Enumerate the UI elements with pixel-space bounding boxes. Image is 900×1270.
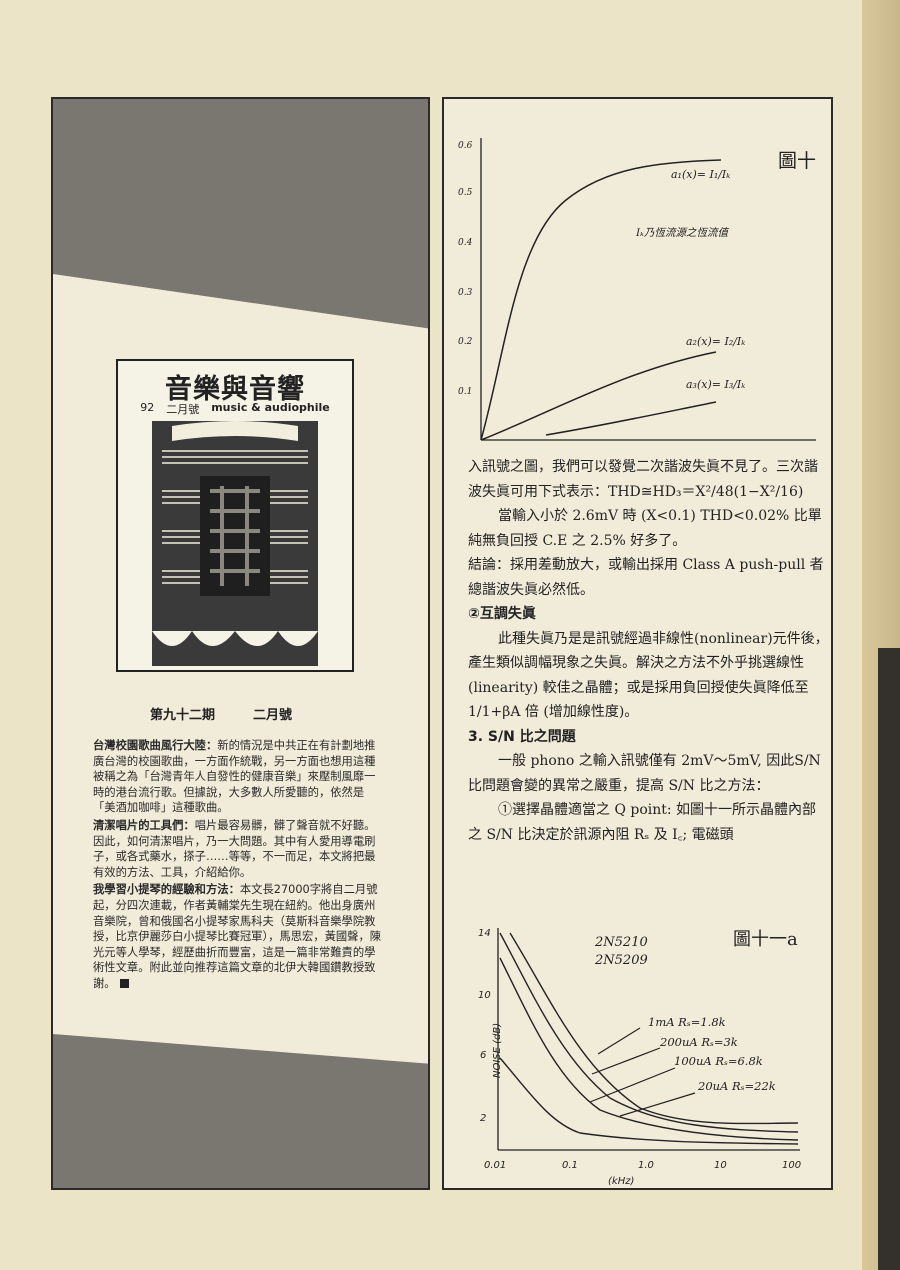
curve-label: 1mA Rₛ=1.8k: [648, 1015, 726, 1029]
cover-subtitle: 92 二月號 music & audiophile: [118, 401, 352, 417]
cover-issue-number: 92: [140, 401, 155, 414]
curve-label-a1: a₁(x)= I₁/Iₖ: [671, 168, 730, 181]
paragraph: 入訊號之圖，我們可以發覺二次諧波失眞不見了。三次諧波失眞可用下式表示：THD≅H…: [468, 459, 818, 500]
x-tick: 100: [782, 1160, 801, 1171]
highlight-text: 新的情況是中共正在有計劃地推廣台灣的校園歌曲，一方面作統戰，另一方面也想用這種被…: [93, 739, 376, 815]
curve-100ua: [509, 932, 799, 1125]
highlight-item: 我學習小提琴的經驗和方法：本文長27000字將自二月號起，分四次連載，作者黃輔棠…: [93, 882, 383, 991]
curve-label-a3: a₃(x)= I₃/Iₖ: [686, 378, 745, 391]
x-axis-label: (kHz): [608, 1176, 634, 1187]
y-axis-label: NOISE (dB): [492, 1023, 503, 1078]
y-tick: 2: [480, 1113, 486, 1124]
y-tick: 0.6: [458, 141, 473, 151]
figure-10-graph: 0.6 0.5 0.4 0.3 0.2 0.1 2 4 6 8 10 x→ a₁…: [458, 138, 816, 441]
curve-200ua: [499, 957, 799, 1141]
article-body: 入訊號之圖，我們可以發覺二次諧波失眞不見了。三次諧波失眞可用下式表示：THD≅H…: [468, 455, 830, 847]
article-panel: [442, 97, 833, 1190]
figure-11a-label: 圖十一a: [733, 929, 798, 950]
y-tick: 0.3: [458, 288, 473, 298]
arrow: [619, 1092, 696, 1117]
figure-11a-graph: 14 10 6 2 0.01 0.1 1.0 10 100 (kHz) NOIS…: [478, 928, 801, 1187]
arrow: [589, 1067, 676, 1103]
arrow: [591, 1047, 661, 1075]
curve-1ma: [499, 932, 799, 1133]
x-tick: 0.01: [484, 1160, 506, 1171]
highlight-heading: 台灣校園歌曲風行大陸：: [93, 739, 218, 752]
y-tick: 0.1: [458, 387, 472, 397]
curve-label: 200uA Rₛ=3k: [659, 1035, 738, 1049]
y-tick: 10: [478, 990, 491, 1001]
curve-label: 20uA Rₛ=22k: [697, 1079, 776, 1093]
y-tick: 0.5: [458, 188, 473, 198]
curve-a1: [480, 159, 722, 441]
highlight-text: 本文長27000字將自二月號起，分四次連載，作者黃輔棠先生現在紐約。他出身廣州音…: [93, 883, 382, 990]
highlight-heading: 我學習小提琴的經驗和方法：: [93, 883, 240, 897]
issue-month: 二月號: [253, 708, 293, 723]
highlight-text: 唱片最容易髒，髒了聲音就不好聽。因此，如何清潔唱片，乃一大問題。其中有人愛用導電…: [93, 818, 376, 879]
paragraph: 此種失眞乃是是訊號經過非線性(nonlinear)元件後，產生類似調幅現象之失眞…: [468, 630, 829, 721]
dark-edge-strip: [878, 648, 900, 1270]
magazine-cover: 音樂與音響 92 二月號 music & audiophile: [116, 359, 354, 672]
magazine-ad-panel: [51, 97, 430, 1190]
curve-a2: [480, 351, 717, 441]
issue-highlights: 台灣校園歌曲風行大陸：新的情況是中共正在有計劃地推廣台灣的校園歌曲，一方面作統戰…: [93, 738, 383, 994]
part-number: 2N5209: [594, 953, 648, 968]
paragraph: 一般 phono 之輸入訊號僅有 2mV～5mV, 因此S/N比問題會變的異常之…: [468, 753, 821, 794]
x-tick: 1.0: [638, 1160, 654, 1171]
y-tick: 0.2: [458, 337, 473, 347]
curve-20ua: [499, 1057, 799, 1145]
cover-title: 音樂與音響: [165, 374, 305, 405]
y-tick: 14: [478, 928, 491, 939]
paragraph: 結論：採用差動放大，或輸出採用 Class A push-pull 者總諧波失眞…: [468, 557, 824, 598]
issue-number: 第九十二期: [150, 708, 216, 723]
paragraph: 當輸入小於 2.6mV 時 (X<0.1) THD<0.02% 比單純無負回授 …: [468, 508, 822, 549]
figure-10-label: 圖十: [778, 150, 817, 172]
x-tick: 10: [714, 1160, 727, 1171]
curve-a3: [545, 401, 717, 436]
cover-english-title: music & audiophile: [211, 401, 330, 414]
y-tick: 6: [480, 1050, 486, 1061]
cover-month: 二月號: [166, 403, 200, 416]
highlight-heading: 清潔唱片的工具們：: [93, 818, 195, 832]
section-heading: 3. S/N 比之問題: [468, 728, 576, 745]
issue-line: 第九十二期 二月號: [150, 704, 380, 723]
curve-label: 100uA Rₛ=6.8k: [674, 1054, 763, 1068]
section-heading: ②互調失眞: [468, 606, 536, 622]
highlight-item: 清潔唱片的工具們：唱片最容易髒，髒了聲音就不好聽。因此，如何清潔唱片，乃一大問題…: [93, 818, 383, 880]
cover-artwork: [152, 421, 318, 666]
highlight-item: 台灣校園歌曲風行大陸：新的情況是中共正在有計劃地推廣台灣的校園歌曲，一方面作統戰…: [93, 738, 383, 816]
y-tick: 0.4: [458, 238, 473, 248]
end-mark-icon: [119, 979, 129, 989]
part-number: 2N5210: [594, 935, 648, 950]
figure-10-note: Iₖ乃恆流源之恆流值: [635, 227, 729, 239]
x-tick: 0.1: [562, 1160, 578, 1171]
curve-label-a2: a₂(x)= I₂/Iₖ: [686, 335, 745, 348]
arrow: [597, 1027, 641, 1055]
paragraph: ①選擇晶體適當之 Q point: 如圖十一所示晶體內部之 S/N 比決定於訊源…: [468, 802, 817, 843]
background-bands: [53, 99, 428, 1188]
